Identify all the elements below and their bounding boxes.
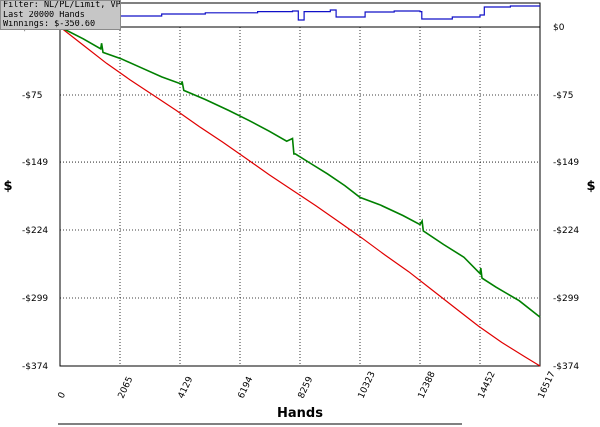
winnings-line: Winnings: $-350.60	[3, 20, 96, 30]
y-tick-labels-right: $0 -$75 -$149 -$224 -$299 -$374	[553, 23, 579, 372]
y-tick-label-right: -$224	[553, 226, 579, 236]
y-tick-label-right: -$299	[553, 294, 579, 304]
vertical-gridlines	[119, 27, 481, 366]
x-tick-label: 6194	[237, 375, 256, 400]
plot-frame	[59, 26, 541, 367]
y-tick-label-left: -$75	[22, 91, 42, 101]
filter-info-box: Filter: NL/PL/Limit, VPIP = False Last 2…	[0, 0, 121, 30]
y-tick-label-left: -$374	[22, 362, 48, 372]
blue-strip-area	[59, 2, 541, 28]
y-tick-label-right: -$374	[553, 362, 579, 372]
x-tick-labels: 0 2065 4129 6194 8259 10323 12388 14452 16517	[57, 370, 558, 400]
blue-strip-frame	[59, 2, 541, 28]
x-tick-label: 16517	[537, 370, 558, 400]
y-tick-label-left: -$149	[22, 158, 48, 168]
series-line-red	[59, 26, 541, 367]
x-tick-label: 0	[57, 391, 69, 401]
x-tick-label: 4129	[177, 375, 196, 400]
x-tick-label: 8259	[297, 375, 316, 400]
blue-winnings-line	[60, 5, 540, 23]
series-line-green	[59, 26, 541, 318]
filter-line: Filter: NL/PL/Limit, VPIP = False	[3, 1, 120, 10]
x-tick-label: 12388	[417, 370, 438, 400]
y-tick-label-left: -$224	[22, 226, 48, 236]
y-tick-label-left: -$299	[22, 294, 48, 304]
y-tick-label-right: $0	[553, 23, 565, 33]
x-tick-label: 14452	[477, 370, 498, 400]
y-tick-labels-left: $0-$75-$149-$224-$299-$374	[22, 23, 48, 372]
y-tick-label-right: -$149	[553, 158, 579, 168]
plot-area	[59, 26, 541, 367]
y-axis-title-left: $	[3, 179, 12, 194]
x-tick-label: 10323	[357, 370, 378, 400]
x-axis-title: Hands	[277, 406, 323, 421]
x-tick-label: 2065	[117, 375, 136, 400]
y-axis-title-right: $	[586, 179, 595, 194]
hands-line: Last 20000 Hands	[3, 10, 85, 20]
y-tick-label-right: -$75	[553, 91, 573, 101]
horizontal-gridlines	[60, 94, 540, 299]
